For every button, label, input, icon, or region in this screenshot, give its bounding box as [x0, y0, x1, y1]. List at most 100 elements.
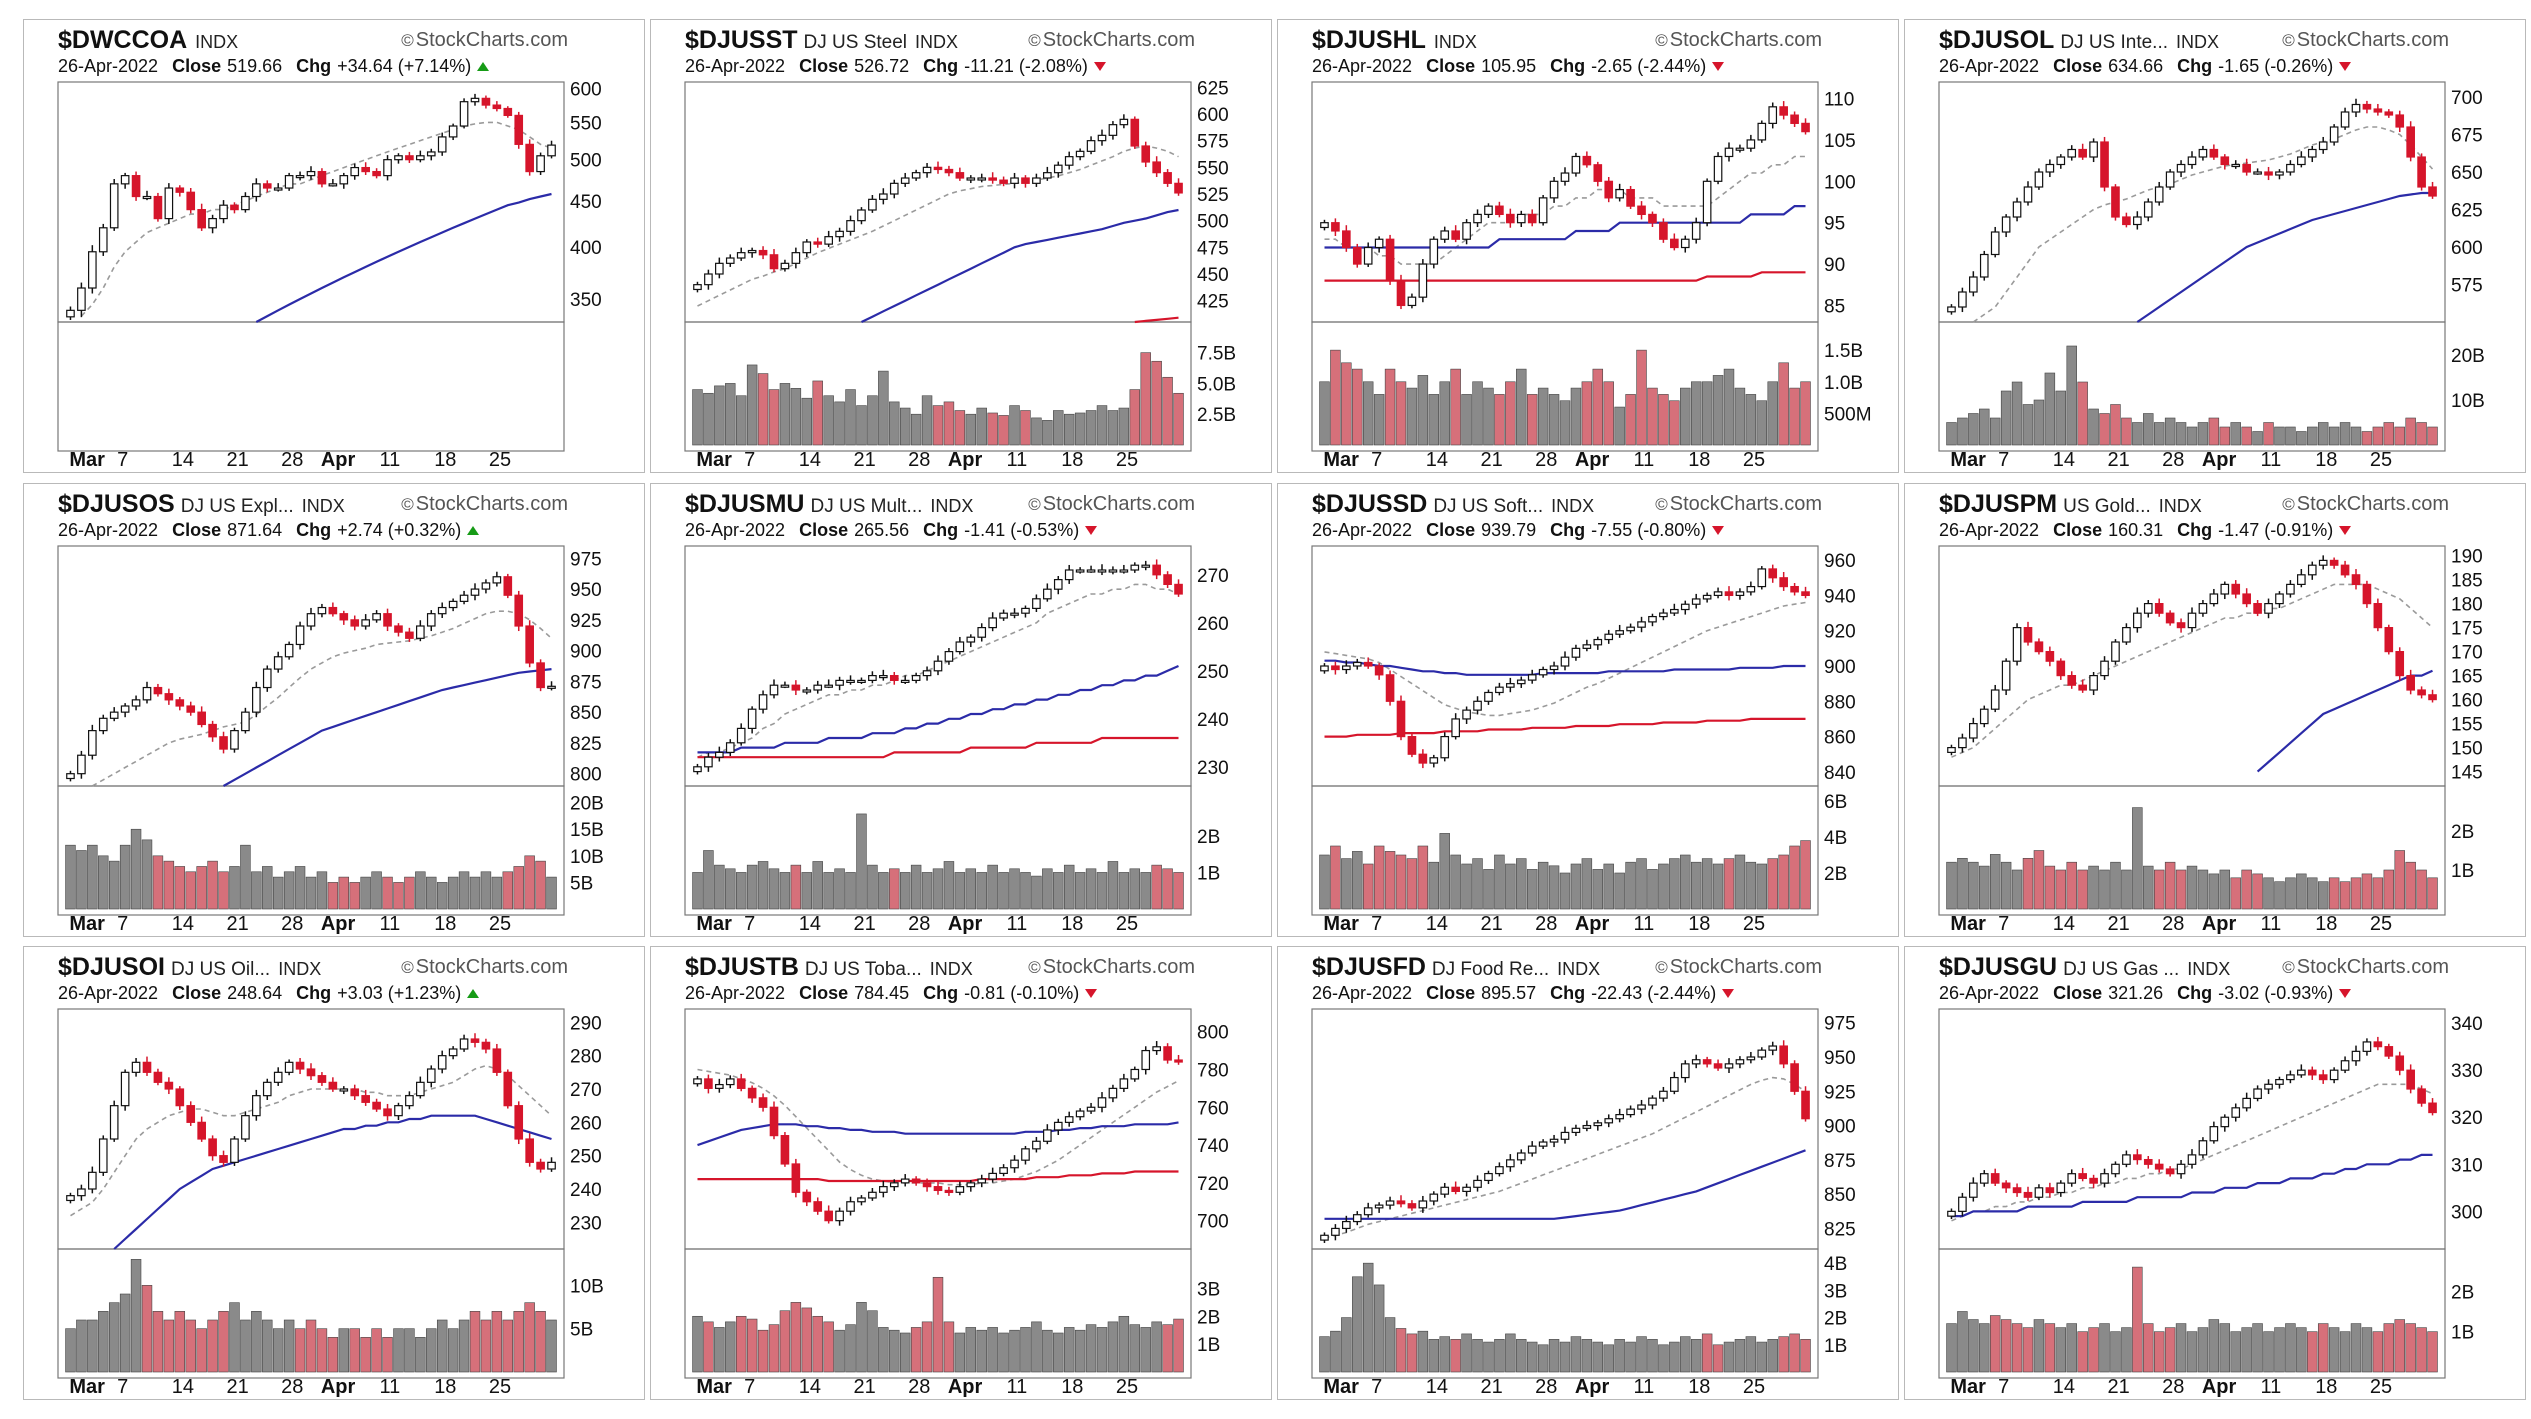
- volume-bar: [1658, 394, 1669, 446]
- candle: [704, 1074, 713, 1094]
- candle: [1648, 211, 1657, 228]
- candle: [2078, 679, 2087, 693]
- candle: [2034, 168, 2044, 190]
- candle: [426, 610, 436, 632]
- volume-bar: [2121, 1327, 2132, 1373]
- candle: [317, 1072, 327, 1086]
- y-tick-label: 875: [1824, 1151, 1856, 1172]
- price-chart: 190 185 180 175 170 165 160 155 150 145 2B 1B Mar 7 14…: [1938, 545, 2483, 935]
- candle: [955, 636, 965, 655]
- volume-bar: [1800, 381, 1811, 446]
- candle: [2307, 561, 2317, 580]
- candle: [2209, 588, 2219, 607]
- volume-bar: [2121, 869, 2132, 910]
- candle: [1593, 636, 1603, 650]
- volume-bar: [1614, 1339, 1625, 1373]
- volume-bar: [2307, 426, 2318, 446]
- volume-tick-label: 3B: [1197, 1279, 1220, 1300]
- candle: [1779, 101, 1788, 120]
- x-tick-label: 14: [2053, 449, 2075, 471]
- candle: [208, 720, 217, 742]
- index-name: DJ US Mult...: [810, 496, 923, 517]
- x-tick-label: 7: [1998, 1376, 2009, 1398]
- candle: [350, 163, 360, 180]
- volume-bar: [1009, 405, 1020, 446]
- candle: [1979, 250, 1989, 281]
- x-tick-label: 11: [1634, 1376, 1655, 1398]
- candle: [2034, 638, 2044, 655]
- volume-bar: [1946, 1323, 1957, 1373]
- candle: [1363, 1202, 1373, 1218]
- candle: [1119, 114, 1129, 129]
- change-label: Chg: [1550, 983, 1586, 1003]
- candle: [824, 679, 833, 689]
- candle: [2307, 145, 2317, 163]
- change-value: -22.43 (-2.44%): [1591, 983, 1717, 1003]
- candle: [1342, 225, 1351, 252]
- candle: [933, 161, 943, 174]
- quote-date: 26-Apr-2022: [58, 520, 159, 540]
- copyright-icon: ©: [1655, 495, 1668, 514]
- x-tick-label: 25: [2370, 1376, 2392, 1398]
- volume-bar: [1020, 1327, 1031, 1373]
- volume-bar: [976, 872, 987, 910]
- candle: [2122, 623, 2131, 645]
- volume-bar: [2077, 869, 2088, 910]
- y-tick-label: 475: [1197, 238, 1229, 259]
- price-chart: 975 950 925 900 875 850 825 4B 3B 2B 1B Mar 7 14 21 28 A…: [1311, 1008, 1856, 1398]
- volume-bar: [1330, 349, 1341, 446]
- candle: [2187, 1149, 2197, 1169]
- volume-bar: [327, 882, 339, 910]
- candle: [857, 1195, 866, 1206]
- candle: [525, 620, 534, 668]
- volume-bar: [2219, 1323, 2231, 1373]
- x-tick-label: Mar: [696, 1376, 732, 1398]
- candle: [1429, 1191, 1439, 1206]
- quote-line: 26-Apr-2022 Close 634.66 Chg -1.65 (-0.26%): [1939, 56, 2352, 80]
- volume-bar: [2197, 422, 2209, 446]
- volume-bar: [899, 1332, 911, 1373]
- volume-bar: [1417, 845, 1429, 910]
- candle: [328, 602, 338, 617]
- candle: [1702, 178, 1712, 227]
- volume-bar: [1625, 1341, 1636, 1373]
- volume-bar: [98, 855, 109, 910]
- y-tick-label: 185: [2451, 571, 2483, 592]
- volume-bar: [2405, 417, 2416, 446]
- candle: [1506, 1154, 1515, 1172]
- volume-bar: [338, 1328, 350, 1373]
- volume-bar: [130, 828, 142, 910]
- candle: [416, 1076, 425, 1099]
- candle: [2012, 1183, 2022, 1197]
- candle: [1010, 608, 1019, 619]
- x-tick-label: 7: [117, 449, 128, 471]
- volume-bar: [1516, 1339, 1527, 1373]
- volume-tick-label: 5.0B: [1197, 374, 1236, 395]
- exchange-label: INDX: [929, 959, 973, 979]
- candle: [2264, 1079, 2273, 1095]
- volume-bar: [1570, 1336, 1582, 1373]
- candle: [2089, 672, 2098, 696]
- candle: [999, 1164, 1008, 1177]
- volume-bar: [2186, 865, 2198, 910]
- volume-bar: [1957, 857, 1968, 910]
- volume-bar: [502, 1319, 514, 1373]
- volume-bar: [426, 876, 437, 910]
- volume-bar: [535, 860, 546, 910]
- candle: [1064, 151, 1074, 170]
- x-tick-label: 25: [1116, 913, 1138, 935]
- x-tick-label: 7: [117, 1376, 128, 1398]
- y-tick-label: 625: [1197, 78, 1229, 99]
- quote-date: 26-Apr-2022: [685, 520, 786, 540]
- change-value: -0.81 (-0.10%): [964, 983, 1080, 1003]
- candle: [2034, 1184, 2044, 1201]
- volume-bar: [229, 866, 240, 910]
- volume-bar: [823, 1321, 834, 1373]
- x-tick-label: 28: [2162, 913, 2184, 935]
- volume-tick-label: 500M: [1824, 404, 1872, 425]
- candle: [2187, 607, 2197, 632]
- candle: [933, 1180, 943, 1195]
- candle: [736, 723, 746, 746]
- up-arrow-icon: [477, 62, 490, 71]
- volume-bar: [1680, 854, 1691, 910]
